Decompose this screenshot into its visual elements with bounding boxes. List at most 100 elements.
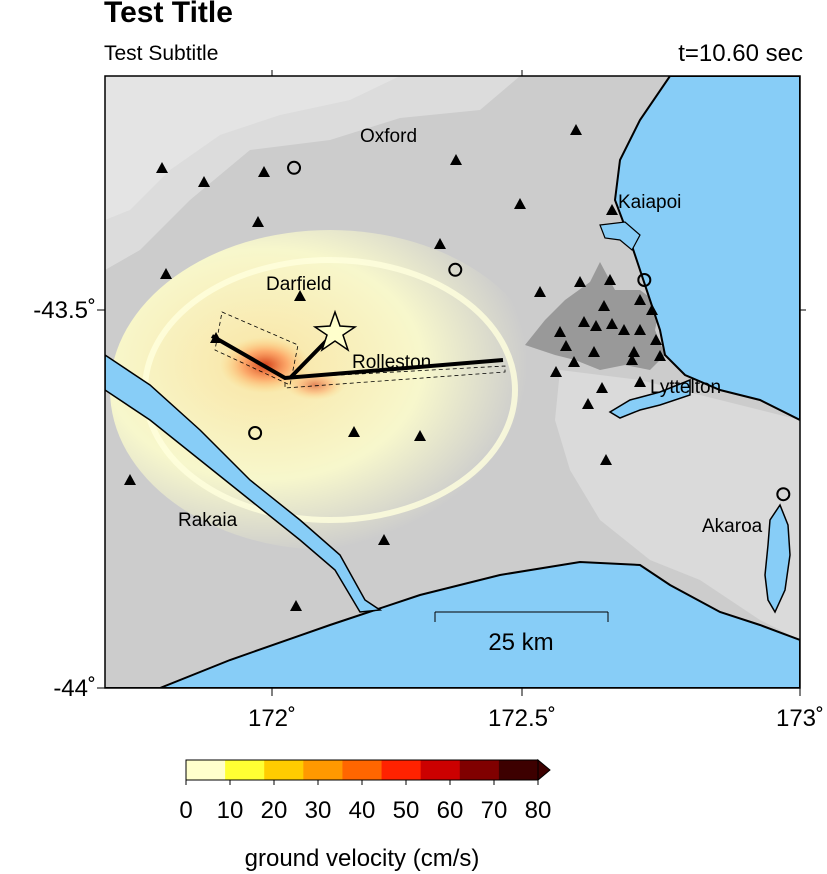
station-triangle-icon [606, 204, 618, 215]
epicenter-star-icon [312, 309, 358, 352]
station-triangle-icon [618, 324, 630, 335]
town-label-kaiapoi: Kaiapoi [618, 192, 681, 213]
station-triangle-icon [654, 350, 666, 361]
town-label-akaroa: Akaroa [702, 516, 763, 537]
station-triangle-icon [588, 346, 600, 357]
town-label-oxford: Oxford [360, 126, 417, 147]
lyttelton-harbour [608, 378, 691, 419]
colorbar-tick-label: 70 [481, 797, 508, 824]
station-triangle-icon [650, 334, 662, 345]
colorbar-swatch [264, 760, 304, 780]
colorbar-tick-label: 0 [179, 797, 192, 824]
station-triangle-icon [560, 340, 572, 351]
station-triangle-icon [568, 356, 580, 367]
fault-trace [211, 334, 504, 381]
colorbar-tick-label: 10 [217, 797, 244, 824]
station-triangle-icon [570, 124, 582, 135]
station-triangle-icon [124, 474, 136, 485]
colorbar: 0 10 20 30 40 50 60 70 80 ground velocity (cm/s) [179, 758, 552, 872]
akaroa-harbour [764, 503, 791, 614]
waimakariri-river [599, 221, 641, 251]
colorbar-swatch [225, 760, 265, 780]
station-triangle-icon [160, 268, 172, 279]
lat-tick-43-5: -43.5˚ [33, 297, 96, 324]
station-triangle-icon [582, 398, 594, 409]
station-triangle-icon [600, 454, 612, 465]
colorbar-swatch [420, 760, 461, 780]
colorbar-label: ground velocity (cm/s) [245, 845, 480, 872]
station-triangle-icon [626, 354, 638, 365]
sea-pegasus-bay [613, 76, 800, 422]
station-triangle-icon [258, 166, 270, 177]
colorbar-tick-label: 60 [437, 797, 464, 824]
station-triangle-icon [514, 198, 526, 209]
sea-south [105, 560, 800, 688]
urban-area [525, 262, 665, 370]
rakaia-river [105, 354, 383, 613]
station-triangle-icon [210, 332, 222, 343]
colorbar-swatch [498, 760, 539, 780]
station-triangle-icon [598, 300, 610, 311]
colorbar-max-arrow [537, 758, 551, 782]
station-triangle-icon [628, 346, 640, 357]
page-title: Test Title [104, 0, 233, 29]
town-circle-icon [776, 487, 791, 502]
colorbar-swatch [186, 760, 226, 780]
scale-bar-label: 25 km [488, 629, 553, 656]
station-triangle-icon [290, 600, 302, 611]
page-subtitle: Test Subtitle [104, 42, 219, 65]
station-triangle-icon [634, 294, 646, 305]
colorbar-swatch [303, 760, 343, 780]
colorbar-swatch [342, 760, 383, 780]
station-triangle-icon [534, 286, 546, 297]
station-triangle-icon [294, 290, 306, 301]
station-triangle-icon [554, 326, 566, 337]
colorbar-tick-label: 50 [393, 797, 420, 824]
station-triangle-icon [634, 376, 646, 387]
colorbar-swatch [459, 760, 500, 780]
lon-tick-172: 172˚ [248, 705, 296, 732]
peninsula-relief [555, 370, 800, 640]
axis-ticks [97, 70, 806, 696]
town-label-darfield: Darfield [266, 274, 331, 295]
map-frame [104, 75, 801, 689]
station-triangle-icon [590, 320, 602, 331]
station-triangle-icon [414, 430, 426, 441]
station-triangle-icon [378, 534, 390, 545]
colorbar-tick-label: 80 [525, 797, 552, 824]
town-markers [248, 50, 791, 502]
station-triangle-icon [634, 324, 646, 335]
colorbar-tick-label: 20 [261, 797, 288, 824]
colorbar-swatch [381, 760, 422, 780]
lon-tick-173: 173˚ [776, 705, 824, 732]
station-triangle-icon [156, 162, 168, 173]
town-circle-icon [248, 426, 263, 440]
town-label-rakaia: Rakaia [178, 510, 238, 531]
scale-bar: 25 km [434, 611, 609, 656]
lon-tick-172-5: 172.5˚ [488, 705, 556, 732]
station-triangle-icon [574, 276, 586, 287]
colorbar-tick-label: 40 [349, 797, 376, 824]
town-label-lyttelton: Lyttelton [650, 377, 721, 398]
station-triangle-icon [578, 316, 590, 327]
town-circle-icon [637, 273, 652, 287]
station-triangle-icon [434, 238, 446, 249]
station-triangle-icon [604, 274, 616, 285]
station-triangle-icon [646, 304, 658, 315]
fault-plane-outline-2 [284, 365, 506, 389]
station-triangle-icon [606, 318, 618, 329]
station-triangle-icon [550, 366, 562, 377]
town-circle-icon [605, 50, 617, 62]
station-triangle-icon [596, 382, 608, 393]
time-label: t=10.60 sec [678, 40, 803, 67]
station-triangle-icon [252, 216, 264, 227]
town-label-rolleston: Rolleston [352, 352, 431, 373]
town-circle-icon [448, 262, 463, 277]
colorbar-tick-label: 30 [305, 797, 332, 824]
mountain-shade [105, 76, 400, 220]
lat-tick-44: -44˚ [53, 675, 96, 702]
station-triangle-icon [450, 154, 462, 165]
station-triangle-icon [348, 426, 360, 437]
station-markers [124, 124, 666, 611]
